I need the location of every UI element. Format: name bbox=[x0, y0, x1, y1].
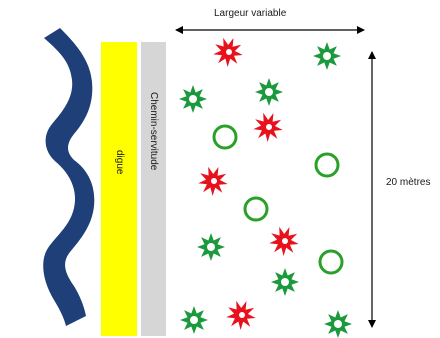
green-circle-icon bbox=[212, 124, 238, 150]
red-starburst-icon bbox=[213, 37, 243, 67]
green-starburst-icon bbox=[324, 310, 352, 338]
chemin-servitude-label: Chemin-servitude bbox=[148, 92, 159, 171]
largeur-variable-label: Largeur variable bbox=[214, 8, 287, 19]
red-starburst-icon bbox=[253, 112, 283, 142]
digue-label: digue bbox=[114, 150, 125, 175]
red-starburst-icon bbox=[269, 226, 299, 256]
digue-band: digue bbox=[101, 42, 137, 336]
twenty-meters-label: 20 mètres bbox=[386, 177, 431, 188]
river-shape bbox=[43, 28, 95, 326]
green-starburst-icon bbox=[180, 306, 208, 334]
green-circle-icon bbox=[314, 152, 340, 178]
green-circle-icon bbox=[243, 196, 269, 222]
green-starburst-icon bbox=[179, 85, 207, 113]
river bbox=[43, 28, 95, 326]
green-starburst-icon bbox=[197, 233, 225, 261]
green-starburst-icon bbox=[271, 268, 299, 296]
chemin-servitude-band: Chemin-servitude bbox=[141, 42, 166, 336]
green-circle-icon bbox=[318, 249, 344, 275]
red-starburst-icon bbox=[198, 166, 228, 196]
red-starburst-icon bbox=[226, 300, 256, 330]
green-starburst-icon bbox=[313, 42, 341, 70]
green-starburst-icon bbox=[255, 78, 283, 106]
